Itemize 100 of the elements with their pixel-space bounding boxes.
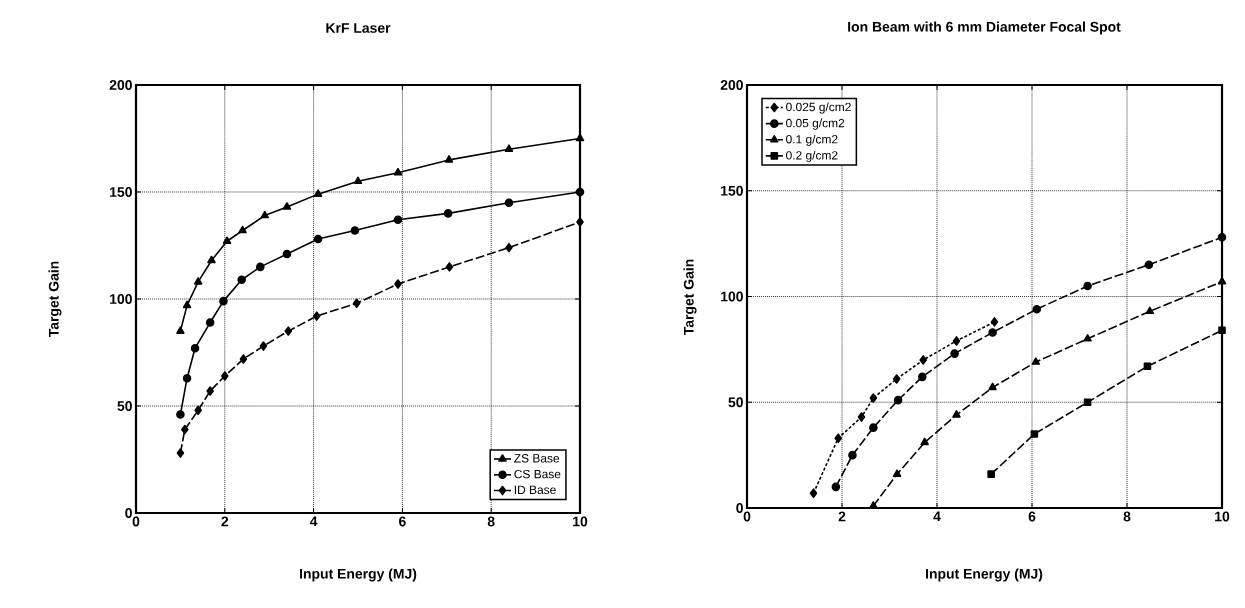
- point: [988, 382, 997, 391]
- point: [284, 326, 293, 336]
- point: [256, 262, 265, 272]
- y-tick-label: 50: [728, 397, 743, 408]
- point: [207, 255, 216, 264]
- point: [282, 202, 292, 210]
- y-tick-label: 100: [110, 294, 132, 304]
- point: [393, 215, 403, 225]
- y-tick-label: 0: [736, 503, 743, 513]
- point: [222, 236, 232, 245]
- x-tick-label: 4: [933, 511, 941, 522]
- point: [987, 470, 995, 478]
- point: [831, 482, 841, 492]
- point: [260, 210, 270, 219]
- point: [920, 437, 929, 446]
- point: [857, 412, 866, 422]
- point: [809, 488, 818, 498]
- point: [444, 155, 454, 163]
- point: [182, 373, 192, 383]
- legend-label: 0.05 g/cm2: [786, 118, 845, 130]
- point: [869, 393, 878, 403]
- point: [313, 234, 323, 244]
- point: [353, 176, 363, 185]
- x-tick-label: 8: [487, 516, 495, 527]
- point: [892, 374, 901, 384]
- point: [918, 372, 927, 382]
- chart-title: KrF Laser: [326, 23, 391, 33]
- x-tick-label: 8: [1123, 511, 1131, 522]
- y-axis-title: Target Gain: [683, 259, 697, 336]
- point: [988, 328, 997, 337]
- point: [1031, 357, 1041, 365]
- legend-label: ZS Base: [514, 454, 560, 463]
- point: [239, 354, 248, 364]
- point: [1083, 398, 1092, 407]
- point: [181, 424, 189, 435]
- point: [1030, 430, 1039, 438]
- point: [505, 242, 513, 253]
- point: [848, 450, 857, 460]
- x-tick-label: 2: [838, 511, 846, 522]
- point: [352, 298, 361, 309]
- point: [190, 343, 200, 353]
- point: [1083, 334, 1092, 342]
- point: [259, 341, 268, 351]
- point: [952, 336, 961, 346]
- x-axis-title: Input Energy (MJ): [300, 568, 417, 582]
- point: [182, 300, 192, 309]
- x-tick-label: 4: [309, 516, 318, 527]
- y-tick-label: 200: [109, 80, 132, 90]
- y-tick-label: 150: [110, 187, 132, 197]
- point: [892, 469, 902, 477]
- point: [238, 225, 247, 234]
- x-tick-label: 10: [573, 516, 588, 527]
- x-tick-label: 6: [399, 516, 406, 527]
- point: [205, 318, 215, 327]
- legend-label: 0.1 g/cm2: [786, 134, 838, 146]
- point: [176, 448, 185, 458]
- point: [990, 317, 999, 327]
- point: [950, 349, 959, 358]
- point: [952, 410, 961, 418]
- point: [504, 198, 514, 207]
- point: [576, 217, 584, 227]
- point: [893, 395, 903, 405]
- point: [219, 296, 228, 306]
- x-tick-label: 0: [132, 516, 140, 527]
- y-tick-label: 200: [720, 80, 743, 90]
- point: [176, 410, 185, 419]
- point: [1083, 281, 1092, 291]
- y-tick-label: 50: [117, 401, 132, 411]
- legend-label: ID Base: [514, 485, 556, 495]
- legend-label: CS Base: [514, 469, 561, 479]
- point: [1217, 232, 1227, 242]
- point: [1144, 260, 1154, 270]
- point: [206, 386, 214, 396]
- point: [393, 167, 403, 176]
- point: [350, 226, 360, 235]
- x-tick-label: 2: [221, 516, 229, 527]
- point: [221, 371, 229, 381]
- point: [237, 275, 246, 285]
- point: [443, 209, 453, 218]
- point: [176, 326, 185, 334]
- point: [919, 355, 928, 365]
- chart-title: Ion Beam with 6 mm Diameter Focal Spot: [848, 21, 1121, 35]
- point: [193, 277, 203, 285]
- point: [1218, 326, 1226, 335]
- legend-label: 0.025 g/cm2: [786, 102, 851, 114]
- point: [575, 187, 585, 197]
- y-axis-title: Target Gain: [48, 261, 62, 338]
- point: [869, 423, 878, 432]
- point: [1145, 306, 1155, 315]
- point: [394, 279, 402, 289]
- y-tick-label: 100: [721, 291, 743, 302]
- point: [194, 405, 202, 416]
- legend-label: 0.2 g/cm2: [786, 150, 838, 162]
- x-axis-title: Input Energy (MJ): [926, 568, 1043, 582]
- y-tick-label: 150: [721, 185, 743, 196]
- x-tick-label: 6: [1028, 511, 1036, 522]
- point: [445, 262, 454, 272]
- point: [1032, 304, 1042, 314]
- point: [313, 189, 323, 197]
- point: [312, 311, 321, 321]
